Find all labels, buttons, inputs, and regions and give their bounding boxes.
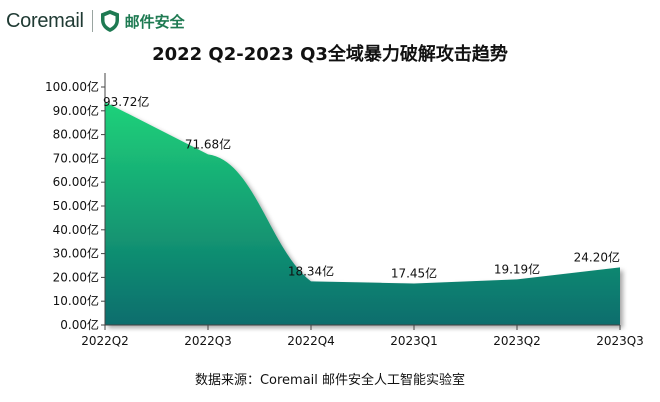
product-name: 邮件安全 xyxy=(124,12,185,31)
brand-name: Coremail xyxy=(6,9,84,32)
data-label: 18.34亿 xyxy=(288,263,334,278)
x-tick-label: 2022Q3 xyxy=(184,334,232,348)
y-tick-label: 10.00亿 xyxy=(53,293,99,308)
data-label: 19.19亿 xyxy=(494,261,540,276)
y-tick-label: 70.00亿 xyxy=(53,150,99,165)
logo-divider xyxy=(91,10,93,32)
data-label: 24.20亿 xyxy=(574,249,620,264)
brand-logo: Coremail 邮件安全 xyxy=(6,8,185,34)
shield-icon xyxy=(100,10,119,32)
y-tick-label: 50.00亿 xyxy=(53,198,99,213)
y-tick-label: 80.00亿 xyxy=(53,127,99,142)
y-tick-label: 0.00亿 xyxy=(60,317,99,332)
data-label: 71.68亿 xyxy=(185,136,231,151)
data-label: 17.45亿 xyxy=(391,265,437,280)
y-tick-label: 30.00亿 xyxy=(53,246,99,261)
x-tick-label: 2022Q4 xyxy=(287,334,335,348)
y-tick-label: 60.00亿 xyxy=(53,174,99,189)
x-tick-label: 2023Q3 xyxy=(596,334,644,348)
y-tick-label: 100.00亿 xyxy=(45,79,99,94)
data-source: 数据来源：Coremail 邮件安全人工智能实验室 xyxy=(194,373,466,388)
y-tick-label: 40.00亿 xyxy=(53,222,99,237)
x-tick-label: 2022Q2 xyxy=(81,334,129,348)
y-tick-label: 20.00亿 xyxy=(53,269,99,284)
x-tick-label: 2023Q1 xyxy=(390,334,438,348)
series-area xyxy=(105,101,620,325)
chart-title: 2022 Q2-2023 Q3全域暴力破解攻击趋势 xyxy=(152,44,508,65)
y-tick-label: 90.00亿 xyxy=(53,103,99,118)
data-label: 93.72亿 xyxy=(103,94,149,109)
x-tick-label: 2023Q2 xyxy=(493,334,541,348)
